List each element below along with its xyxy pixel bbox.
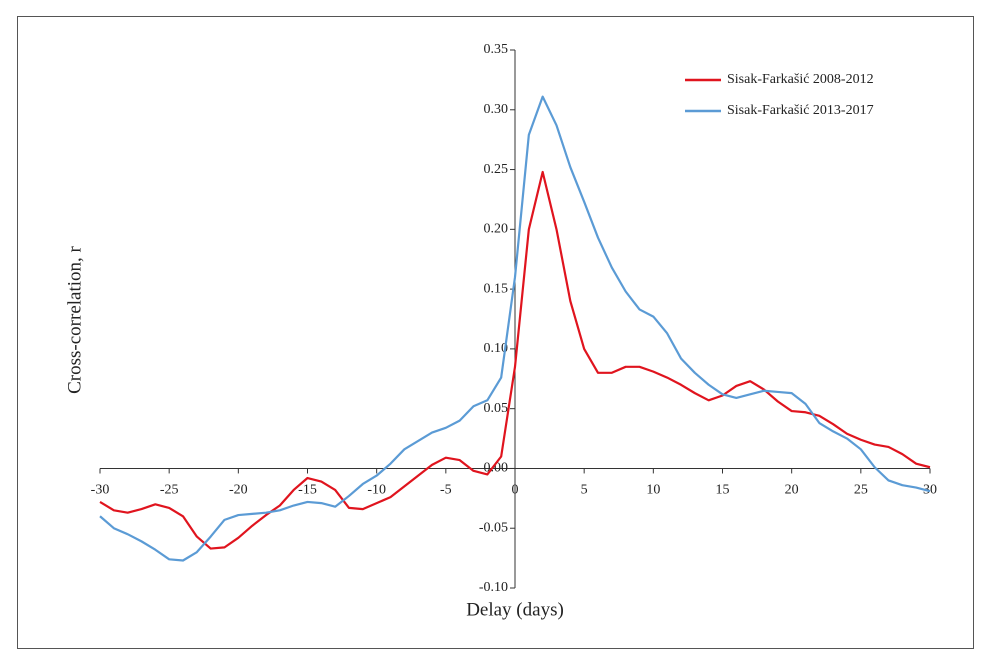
y-tick-label: 0.10 <box>484 341 509 356</box>
y-axis-title: Cross-correlation, r <box>64 245 85 393</box>
y-tick-label: 0.25 <box>484 162 509 177</box>
x-tick-label: 25 <box>854 483 868 498</box>
x-tick-label: 10 <box>646 483 660 498</box>
y-tick-label: -0.10 <box>479 580 508 595</box>
legend-text: Sisak-Farkašić 2008-2012 <box>727 72 874 87</box>
x-tick-label: -20 <box>229 483 248 498</box>
x-axis-title: Delay (days) <box>466 599 564 620</box>
x-tick-label: 20 <box>785 483 799 498</box>
frame <box>17 16 974 649</box>
y-tick-label: -0.05 <box>479 520 508 535</box>
series-line <box>99 170 931 550</box>
y-tick-label: 0.35 <box>484 42 509 57</box>
x-tick-label: 5 <box>581 483 588 498</box>
x-tick-label: -15 <box>298 483 317 498</box>
y-tick-label: 0.15 <box>484 281 509 296</box>
x-tick-label: 0 <box>512 483 519 498</box>
y-tick-label: 0.05 <box>484 401 509 416</box>
legend-text: Sisak-Farkašić 2013-2017 <box>727 103 874 118</box>
series-line <box>99 95 931 562</box>
x-tick-label: -25 <box>160 483 179 498</box>
x-tick-label: -30 <box>91 483 110 498</box>
x-tick-label: 15 <box>716 483 730 498</box>
x-tick-label: -5 <box>440 483 452 498</box>
y-tick-label: 0.20 <box>484 222 509 237</box>
y-tick-label: 0.30 <box>484 102 509 117</box>
x-tick-label: -10 <box>367 483 386 498</box>
